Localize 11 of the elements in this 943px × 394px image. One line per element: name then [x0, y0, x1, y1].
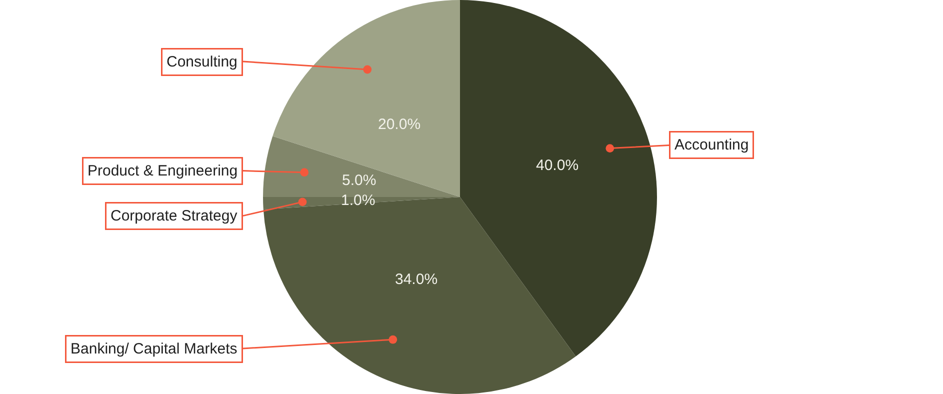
data-label: 20.0% — [378, 116, 421, 133]
slice-label: Consulting — [166, 54, 238, 70]
pie-slice — [460, 0, 657, 356]
data-label: 34.0% — [395, 271, 438, 288]
data-label: 40.0% — [536, 157, 579, 174]
slice-label: Corporate Strategy — [110, 208, 238, 224]
data-label: 1.0% — [341, 192, 376, 209]
data-label: 5.0% — [342, 172, 376, 189]
slice-label: Banking/ Capital Markets — [70, 340, 238, 358]
slice-label: Accounting — [674, 136, 749, 154]
slice-label: Product & Engineering — [88, 162, 238, 180]
